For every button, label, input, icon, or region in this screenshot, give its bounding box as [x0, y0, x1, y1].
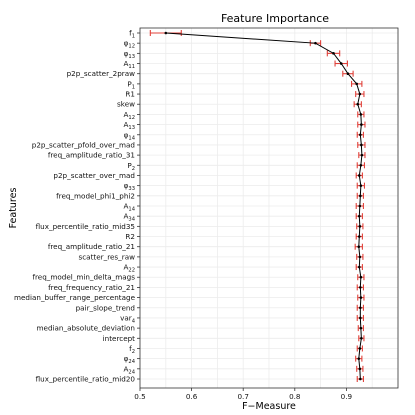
y-tick-label: φ13 [124, 49, 135, 60]
y-tick-label: φ33 [124, 181, 135, 192]
data-point [359, 184, 363, 187]
data-point [358, 235, 361, 238]
y-tick-label: R2 [125, 232, 135, 241]
data-point [358, 255, 362, 259]
grid [139, 28, 399, 388]
x-tick-label: 0.9 [341, 392, 353, 401]
data-point [359, 316, 362, 320]
chart-title: Feature Importance [221, 12, 329, 25]
y-tick-label: A34 [123, 212, 135, 223]
y-ticks: f1φ12φ13A11p2p_scatter_2prawP1R1skewA12A… [14, 29, 140, 384]
y-tick-label: P2 [127, 161, 135, 172]
data-point [358, 367, 362, 371]
x-ticks: 0.5 0.6 0.7 0.8 0.9 [134, 388, 353, 401]
data-point [164, 31, 168, 35]
y-tick-label: A12 [123, 110, 135, 121]
x-tick-label: 0.5 [134, 392, 145, 401]
x-tick-label: 0.6 [186, 392, 198, 401]
y-tick-label: var4 [120, 313, 136, 324]
y-tick-label: A11 [123, 59, 135, 70]
y-tick-label: R1 [125, 90, 135, 99]
data-point [314, 41, 317, 45]
y-tick-label: median_buffer_range_percentage [14, 293, 136, 302]
y-tick-label: scatter_res_raw [78, 252, 135, 261]
data-point [357, 357, 361, 360]
data-point [358, 204, 362, 208]
y-tick-label: p2p_scatter_over_mad [53, 171, 135, 180]
x-axis-title: F−Measure [242, 401, 296, 412]
data-point [358, 265, 361, 269]
data-point [359, 377, 362, 381]
y-tick-label: freq_model_phi1_phi2 [56, 191, 135, 200]
y-tick-label: A22 [123, 263, 135, 274]
y-tick-label: p2p_scatter_2praw [67, 69, 135, 78]
y-tick-label: f1 [129, 29, 135, 40]
y-tick-label: φ12 [124, 39, 135, 50]
y-tick-label: freq_amplitude_ratio_31 [48, 151, 135, 160]
data-point [346, 72, 350, 76]
data-point [360, 123, 363, 126]
y-tick-label: A24 [123, 364, 135, 375]
y-tick-label: φ24 [124, 354, 136, 365]
y-tick-label: median_absolute_deviation [37, 324, 135, 333]
data-point [358, 92, 362, 96]
y-tick-label: pair_slope_trend [76, 303, 135, 312]
y-tick-label: freq_model_min_delta_mags [32, 273, 135, 282]
data-point [359, 275, 363, 279]
data-point [356, 102, 360, 106]
y-tick-label: φ14 [124, 130, 136, 141]
data-point [358, 347, 362, 350]
x-tick-label: 0.7 [237, 392, 248, 401]
data-point [355, 82, 359, 86]
y-tick-label: freq_frequency_ratio_21 [48, 283, 135, 292]
x-tick-label: 0.8 [289, 392, 301, 401]
data-point [359, 133, 362, 137]
data-point [359, 163, 363, 167]
data-point [357, 245, 361, 249]
y-tick-label: flux_percentile_ratio_mid35 [36, 222, 135, 231]
y-tick-label: A13 [123, 120, 135, 131]
data-point [332, 52, 335, 55]
data-points [164, 31, 364, 381]
y-tick-label: A14 [123, 202, 135, 213]
y-tick-label: skew [117, 100, 135, 109]
data-point [359, 326, 363, 330]
y-tick-label: P1 [127, 79, 135, 90]
data-point [359, 286, 362, 289]
data-point [359, 296, 363, 299]
plot-frame [139, 27, 399, 389]
y-tick-label: p2p_scatter_pfold_over_mad [32, 140, 135, 149]
data-point [360, 153, 364, 157]
data-point [358, 225, 362, 228]
data-point [360, 336, 363, 340]
data-point [339, 62, 343, 65]
data-point [358, 174, 361, 177]
y-tick-label: flux_percentile_ratio_mid20 [36, 375, 136, 384]
data-point [359, 113, 363, 116]
y-axis-title: Features [8, 188, 19, 229]
y-tick-label: f2 [129, 344, 135, 355]
y-tick-label: intercept [103, 334, 136, 343]
data-point [360, 143, 363, 147]
y-tick-label: freq_amplitude_ratio_21 [48, 242, 135, 251]
data-point [359, 306, 362, 310]
data-point [358, 214, 361, 218]
data-point [359, 194, 362, 198]
